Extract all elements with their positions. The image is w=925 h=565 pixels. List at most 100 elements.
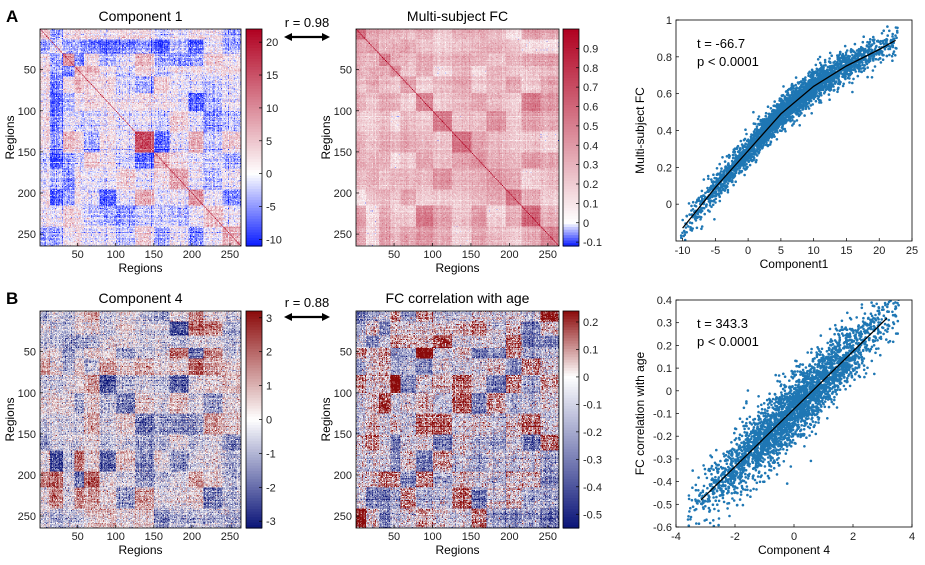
colorbar-segment [246,80,262,84]
scatter-point [798,124,801,127]
colorbar-tick-label: 15 [266,70,278,82]
scatter-point [852,77,855,81]
arrow-head-right-a [322,33,330,41]
scatter-point [854,53,858,57]
scatter-point [827,346,831,350]
colorbar-segment [563,351,579,355]
colorbar-segment [563,227,579,231]
scatter-point [800,90,803,94]
scatter-point [737,163,741,166]
colorbar-tick-label: 0.1 [583,344,598,356]
colorbar-segment [563,64,579,68]
y-tick-label: 150 [18,429,36,441]
colorbar-segment [563,83,579,87]
colorbar-segment [246,45,262,49]
scatter-point [891,59,894,62]
scatter-point [726,188,730,192]
scatter-point [808,99,811,102]
colorbar-segment [563,473,579,478]
scatter-point [726,182,730,185]
colorbar-segment [246,427,262,431]
scatter-point [734,180,737,183]
heatmap-title: Component 1 [98,8,182,24]
scatter-point [891,310,894,314]
scatter-point [702,178,706,181]
colorbar-segment [246,354,262,358]
scatter-point [781,120,784,124]
colorbar-segment [563,359,579,364]
scatter-point [735,165,739,168]
colorbar-segment [563,324,579,328]
colorbar-segment [246,362,262,366]
scatter-point [824,64,827,67]
colorbar-segment [246,346,262,350]
scatter-point [690,498,694,502]
scatter-point [787,110,791,113]
x-tick-label: 10 [808,245,820,257]
y-axis-label: Multi-subject FC [633,87,647,174]
colorbar-segment [246,329,262,334]
y-tick-label: 50 [24,347,36,359]
scatter-point [719,175,722,179]
scatter-point [697,522,701,525]
y-tick-label: 100 [334,388,352,400]
scatter-point [761,122,764,125]
colorbar-segment [246,91,262,95]
scatter-point [823,400,827,403]
scatter-point [813,94,817,98]
colorbar-segment [246,506,262,510]
colorbar-segment [563,471,579,475]
scatter-point [707,177,710,180]
colorbar-segment [563,338,579,342]
colorbar-segment [563,411,579,415]
y-tick-label: 0.6 [657,89,672,101]
scatter-point [730,492,734,495]
colorbar-segment [246,338,262,342]
colorbar-tick-label: 0.8 [583,63,598,75]
scatter-point [697,199,700,202]
scatter-point [759,118,763,122]
scatter-point [708,201,712,204]
x-tick-label: -5 [710,245,720,257]
x-tick-label: 200 [500,249,518,261]
panel-label-a: A [6,7,18,26]
scatter-point [740,163,743,167]
colorbar-tick-label: -0.2 [583,427,602,439]
colorbar-segment [246,419,262,423]
scatter-point [882,332,885,336]
scatter-point [882,53,885,57]
colorbar-segment [246,178,262,182]
scatter-point [836,90,839,94]
heatmap-image [356,29,559,246]
scatter-point [827,348,831,352]
colorbar-segment [246,232,262,236]
colorbar-segment [563,319,579,323]
scatter-point [794,76,798,79]
scatter-point [816,87,819,91]
scatter-point [857,53,860,57]
scatter-point [769,107,773,110]
scatter-point [804,87,807,90]
scatter-point [822,72,826,76]
scatter-point [726,190,730,194]
colorbar-segment [563,506,579,510]
colorbar-segment [246,47,262,52]
scatter-point [891,52,895,55]
colorbar-segment [563,216,579,220]
scatter-point [826,85,830,88]
colorbar-segment [563,75,579,79]
scatter-point [684,231,687,234]
scatter-point [894,301,897,304]
scatter-point [834,80,838,84]
scatter-point [806,102,809,106]
scatter-point [752,140,755,144]
scatter-point [745,132,748,136]
scatter-point [852,55,855,59]
scatter-point [844,66,848,70]
colorbar-segment [246,484,262,488]
colorbar-segment [246,405,262,410]
x-axis-label: Regions [118,543,162,557]
colorbar-segment [563,115,579,120]
scatter-point [702,194,705,197]
scatter-point [795,103,798,106]
